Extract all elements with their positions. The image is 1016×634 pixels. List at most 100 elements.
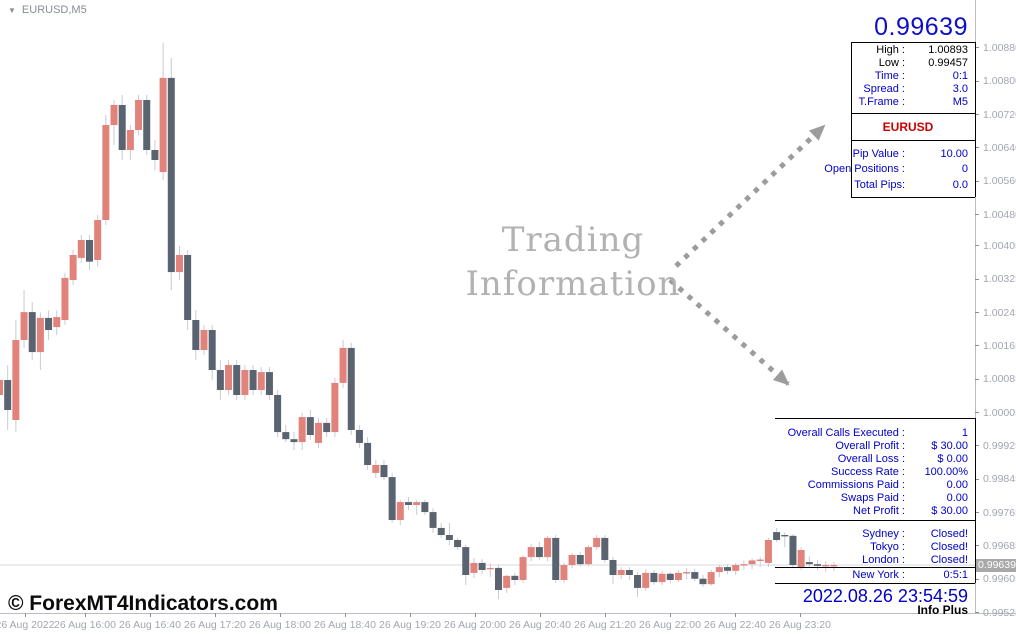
price-axis-label: 1.00480 xyxy=(983,208,1016,221)
current-price-display: 0.99639 xyxy=(874,13,968,41)
panel-separator xyxy=(775,567,975,568)
candle-body xyxy=(175,255,183,273)
candle-body xyxy=(544,537,552,558)
indicator-name-label: Info Plus xyxy=(917,603,968,617)
candle-body xyxy=(658,573,666,583)
candle-body xyxy=(151,150,159,160)
price-axis-tick xyxy=(975,180,979,182)
candle-body xyxy=(781,535,789,537)
candle-body xyxy=(748,560,756,565)
panel-right-border xyxy=(975,42,976,197)
candle-body xyxy=(462,547,470,575)
candle-body xyxy=(364,442,372,465)
time-axis-tick xyxy=(280,613,281,617)
candle-body xyxy=(290,439,298,443)
price-axis-tick xyxy=(975,445,979,447)
price-axis-label: 1.00800 xyxy=(983,75,1016,88)
quote-row: High : 1.00893 xyxy=(795,44,968,57)
quote-row-value: M5 xyxy=(952,96,968,108)
candle-body xyxy=(85,240,93,262)
candle-body xyxy=(12,340,20,420)
stats-row: Commissions Paid : 0.00 xyxy=(770,479,968,492)
candle-body xyxy=(380,465,388,478)
price-axis-tick xyxy=(975,214,979,216)
quote-row-label: Low : xyxy=(878,57,905,69)
candle-body xyxy=(216,370,224,390)
candle-body xyxy=(306,417,314,435)
stats-row: Overall Loss : $ 0.00 xyxy=(770,453,968,466)
price-axis-label: 1.00085 xyxy=(983,373,1016,386)
candle-body xyxy=(249,370,257,390)
quote-row-label: Time : xyxy=(874,70,905,82)
time-axis-label: 26 Aug 20:40 xyxy=(509,619,571,631)
time-axis-tick xyxy=(540,613,541,617)
annotation-line1: Trading xyxy=(501,220,645,260)
candle-body xyxy=(45,317,53,330)
price-axis-tick xyxy=(975,378,979,380)
time-axis-tick xyxy=(670,613,671,617)
session-row-newyork: New York : 0:5:1 xyxy=(770,569,968,582)
candle-body xyxy=(339,347,347,383)
quote-row2-value: 0 xyxy=(961,163,968,175)
price-axis-tick xyxy=(975,147,979,149)
stats-row-value: 1 xyxy=(961,427,968,439)
stats-row: Overall Profit : $ 30.00 xyxy=(770,440,968,453)
time-axis-tick xyxy=(345,613,346,617)
candle-body xyxy=(552,537,560,580)
quote-row-label: Spread : xyxy=(863,83,905,95)
candle-body xyxy=(822,565,830,567)
price-axis-label: 1.00165 xyxy=(983,339,1016,352)
stats-row: Overall Calls Executed : 1 xyxy=(770,427,968,440)
price-axis-label: 1.00880 xyxy=(983,41,1016,54)
quote-row-value: 0:1 xyxy=(952,70,968,82)
candle-body xyxy=(61,277,69,320)
price-axis[interactable]: 1.00880 1.00800 1.00720 1.00640 1.00560 1.004… xyxy=(975,0,1016,634)
candle-body xyxy=(601,537,609,560)
price-axis-label: 0.99765 xyxy=(983,506,1016,519)
panel-separator xyxy=(851,140,975,141)
candle-body xyxy=(69,255,77,280)
quote-row-label: High : xyxy=(876,44,905,56)
watermark: © ForexMT4Indicators.com xyxy=(8,592,278,615)
quote-row2: Open Positions : 0 xyxy=(795,163,968,176)
session-row-label: Tokyo : xyxy=(870,541,905,553)
candle-body xyxy=(265,372,273,395)
price-axis-tick xyxy=(975,578,979,580)
price-axis-tick xyxy=(975,47,979,49)
candle-body xyxy=(494,567,502,590)
arrow-to-stats-panel xyxy=(668,278,790,386)
price-axis-label: 1.00325 xyxy=(983,273,1016,286)
candle-body xyxy=(323,422,331,433)
stats-row-label: Overall Profit : xyxy=(835,440,905,452)
time-axis-label: 26 Aug 20:00 xyxy=(444,619,506,631)
stats-row-value: 0.00 xyxy=(946,492,968,504)
time-axis-tick xyxy=(85,613,86,617)
time-axis-tick xyxy=(25,613,26,617)
panel-separator xyxy=(775,583,975,584)
time-axis[interactable]: 26 Aug 2022 26 Aug 16:00 26 Aug 16:40 26 Au… xyxy=(0,613,1016,634)
candle-body xyxy=(691,572,699,579)
current-price-badge: 0.99639 xyxy=(976,559,1016,572)
time-axis-tick xyxy=(150,613,151,617)
candle-body xyxy=(560,565,568,580)
candle-body xyxy=(830,565,838,567)
quote-row2-value: 10.00 xyxy=(940,148,968,160)
quote-row: Time : 0:1 xyxy=(795,70,968,83)
candle-body xyxy=(593,537,601,548)
candle-body xyxy=(773,532,781,540)
chevron-down-icon: ▼ xyxy=(8,6,16,15)
price-axis-tick xyxy=(975,278,979,280)
price-axis-label: 0.99845 xyxy=(983,473,1016,486)
time-axis-label: 26 Aug 16:40 xyxy=(119,619,181,631)
stats-row-value: $ 30.00 xyxy=(931,505,968,517)
session-label: New York : xyxy=(852,569,905,581)
candle-body xyxy=(797,550,805,568)
candle-body xyxy=(118,105,126,150)
stats-row-label: Swaps Paid : xyxy=(840,492,905,504)
candle-body xyxy=(511,575,519,580)
candle-body xyxy=(650,572,658,583)
candle-body xyxy=(503,575,511,588)
candle-body xyxy=(28,312,36,353)
